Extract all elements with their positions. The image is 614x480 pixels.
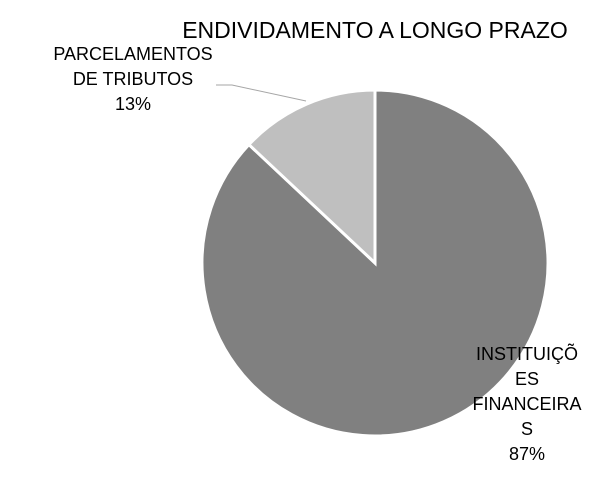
leader-line [216,84,307,102]
slice-value-label: 13% [115,94,151,114]
pie-slice [246,88,377,267]
slice-label: PARCELAMENTOS DE TRIBUTOS [53,44,212,89]
slice-label: INSTITUIÇÕ ES FINANCEIRA S [472,343,581,439]
slice-value-label: 87% [509,444,545,464]
chart-title: ENDIVIDAMENTO A LONGO PRAZO [182,17,568,43]
